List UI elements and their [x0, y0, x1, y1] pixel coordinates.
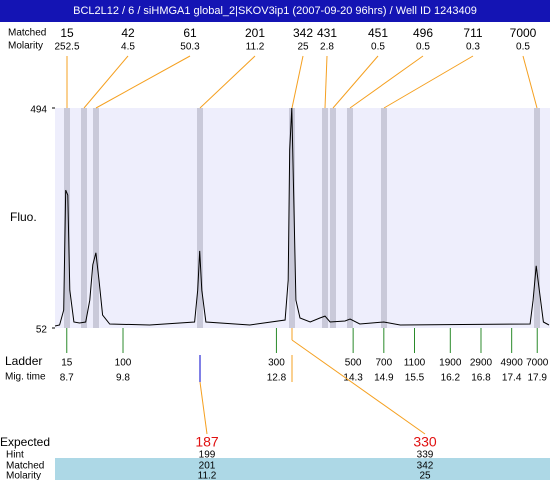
ladder-size: 1900: [439, 358, 462, 369]
peak-connector: [522, 55, 538, 109]
peak-size: 42: [121, 26, 135, 40]
peak-connector: [332, 55, 379, 109]
peak-size: 431: [317, 26, 337, 40]
peak-band: [64, 108, 70, 328]
peak-size: 201: [245, 26, 265, 40]
y-tick-label: 494: [30, 105, 47, 116]
ladder-size: 7000: [526, 358, 549, 369]
peak-molarity: 11.2: [246, 42, 265, 53]
table-row-label: Expected: [0, 435, 50, 449]
ladder-time: 16.8: [471, 373, 491, 384]
title-bar: [0, 0, 550, 22]
peak-molarity: 0.5: [371, 42, 385, 53]
peak-connector: [349, 55, 424, 109]
peak-band: [81, 108, 87, 328]
peak-molarity: 0.5: [416, 42, 430, 53]
ladder-size: 300: [268, 358, 285, 369]
peak-molarity: 252.5: [54, 42, 79, 53]
y-axis-label: Fluo.: [10, 210, 37, 224]
peak-molarity-label: Molarity: [8, 41, 43, 52]
peak-band: [289, 108, 295, 328]
peak-band: [322, 108, 328, 328]
peak-size: 496: [413, 26, 433, 40]
table-cell: 11.2: [198, 471, 217, 480]
peak-molarity: 0.3: [466, 42, 480, 53]
peak-molarity: 25: [297, 42, 309, 53]
ladder-size: 1100: [404, 358, 426, 369]
table-row-label: Matched: [6, 461, 44, 472]
ladder-label: Ladder: [5, 354, 42, 368]
peak-molarity: 4.5: [121, 42, 135, 53]
trace: [54, 107, 550, 327]
ladder-time: 17.9: [528, 373, 548, 384]
peak-band: [347, 108, 353, 328]
peak-size: 61: [183, 26, 197, 40]
ladder-size: 15: [61, 358, 73, 369]
peak-connector: [291, 55, 304, 109]
peak-connector: [95, 55, 191, 109]
peak-connector: [383, 55, 474, 109]
plot-area: [55, 108, 550, 328]
peak-band: [93, 108, 99, 328]
peak-connector: [199, 55, 256, 109]
ladder-time: 8.7: [60, 373, 74, 384]
table-cell: 342: [417, 461, 434, 472]
peak-size: 342: [293, 26, 313, 40]
peak-band: [381, 108, 387, 328]
table-cell: 201: [199, 461, 216, 472]
peak-connector: [324, 55, 328, 109]
ladder-time: 16.2: [441, 373, 461, 384]
table-cell: 330: [413, 434, 437, 450]
mig-time-label: Mig. time: [5, 372, 46, 383]
table-cell: 25: [419, 471, 431, 480]
peak-band: [330, 108, 336, 328]
table-cell: 339: [417, 450, 434, 461]
peak-molarity: 0.5: [516, 42, 530, 53]
peak-band: [197, 108, 203, 328]
peak-size: 7000: [510, 26, 537, 40]
peak-size: 451: [368, 26, 388, 40]
peak-connector: [83, 55, 129, 109]
table-cell: 199: [199, 450, 216, 461]
table-row-label: Molarity: [6, 471, 41, 480]
ladder-time: 14.3: [343, 373, 363, 384]
y-tick-label: 52: [36, 325, 48, 336]
expected-connector: [199, 381, 208, 435]
ladder-time: 17.4: [502, 373, 522, 384]
peak-size-label: Matched: [8, 28, 46, 39]
ladder-size: 4900: [501, 358, 524, 369]
chart-title: BCL2L12 / 6 / siHMGA1 global_2|SKOV3ip1 …: [73, 5, 477, 17]
table-highlight: [55, 458, 550, 480]
ladder-time: 12.8: [267, 373, 287, 384]
peak-size: 711: [463, 26, 482, 40]
ladder-size: 500: [345, 358, 362, 369]
ladder-time: 14.9: [374, 373, 394, 384]
peak-molarity: 2.8: [320, 42, 334, 53]
table-cell: 187: [195, 434, 219, 450]
ladder-size: 2900: [470, 358, 493, 369]
ladder-size: 100: [115, 358, 132, 369]
peak-size: 15: [60, 26, 74, 40]
table-row-label: Hint: [6, 450, 24, 461]
expected-connector: [291, 339, 426, 435]
peak-band: [534, 108, 540, 328]
ladder-size: 700: [375, 358, 392, 369]
ladder-time: 15.5: [405, 373, 425, 384]
ladder-time: 9.8: [116, 373, 130, 384]
peak-molarity: 50.3: [180, 42, 200, 53]
